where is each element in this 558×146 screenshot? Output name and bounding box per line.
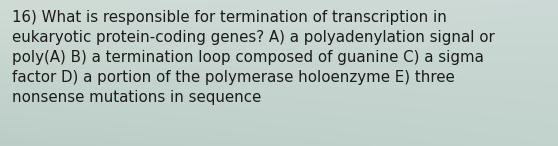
Text: 16) What is responsible for termination of transcription in
eukaryotic protein-c: 16) What is responsible for termination … [12, 10, 495, 105]
